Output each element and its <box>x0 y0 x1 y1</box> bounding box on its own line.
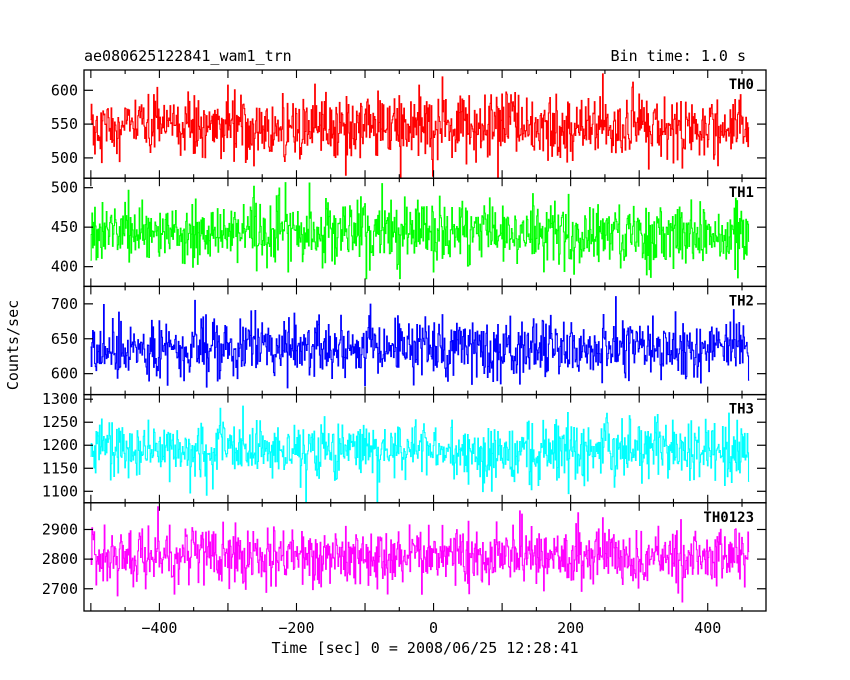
series-line-th1 <box>90 182 750 280</box>
y-tick-label: 500 <box>51 149 78 167</box>
panel-label-th0123: TH0123 <box>703 510 754 526</box>
x-tick-label: −400 <box>141 619 177 637</box>
y-tick-label: 1300 <box>42 390 78 408</box>
y-tick-label: 2700 <box>42 580 78 598</box>
y-tick-label: 1200 <box>42 436 78 454</box>
panel-frame <box>83 502 767 612</box>
y-tick-label: 600 <box>51 365 78 383</box>
chart-title: ae080625122841_wam1_trn <box>84 47 292 65</box>
x-tick-label: 400 <box>694 619 721 637</box>
panel-label-th0: TH0 <box>729 77 754 93</box>
series-line-th0 <box>90 73 750 179</box>
panel-frame <box>83 393 767 504</box>
y-tick-label: 400 <box>51 258 78 276</box>
series-line-th0123 <box>90 506 750 603</box>
y-tick-label: 550 <box>51 115 78 133</box>
panel-label-th2: TH2 <box>729 293 754 309</box>
panels-group: 500 550 600 TH0 400 450 500 TH1 600 650 700 TH2 1100… <box>42 69 767 637</box>
panel-th2: 600 650 700 TH2 <box>51 285 767 396</box>
panel-th0123: 2700 2800 2900 TH0123 <box>42 502 767 612</box>
bin-time-label: Bin time: 1.0 s <box>611 47 746 65</box>
y-tick-label: 700 <box>51 295 78 313</box>
series-line-th2 <box>90 296 750 389</box>
x-axis-label: Time [sec] 0 = 2008/06/25 12:28:41 <box>271 639 578 657</box>
x-tick-label: 0 <box>429 619 438 637</box>
panel-th1: 400 450 500 TH1 <box>51 177 767 288</box>
y-tick-label: 1150 <box>42 459 78 477</box>
series-line-th3 <box>90 405 750 503</box>
panel-th3: 1100 1150 1200 1250 1300 TH3 <box>42 390 767 504</box>
panel-th0: 500 550 600 TH0 <box>51 69 767 179</box>
y-tick-label: 600 <box>51 81 78 99</box>
x-tick-label: 200 <box>557 619 584 637</box>
panel-label-th3: TH3 <box>729 402 754 418</box>
y-tick-label: 2900 <box>42 520 78 538</box>
y-tick-label: 450 <box>51 218 78 236</box>
y-tick-label: 650 <box>51 330 78 348</box>
y-tick-label: 500 <box>51 179 78 197</box>
y-tick-label: 1250 <box>42 413 78 431</box>
y-axis-label: Counts/sec <box>4 300 22 390</box>
y-tick-label: 1100 <box>42 482 78 500</box>
y-tick-label: 2800 <box>42 550 78 568</box>
panel-label-th1: TH1 <box>729 185 754 201</box>
x-tick-label: −200 <box>278 619 314 637</box>
